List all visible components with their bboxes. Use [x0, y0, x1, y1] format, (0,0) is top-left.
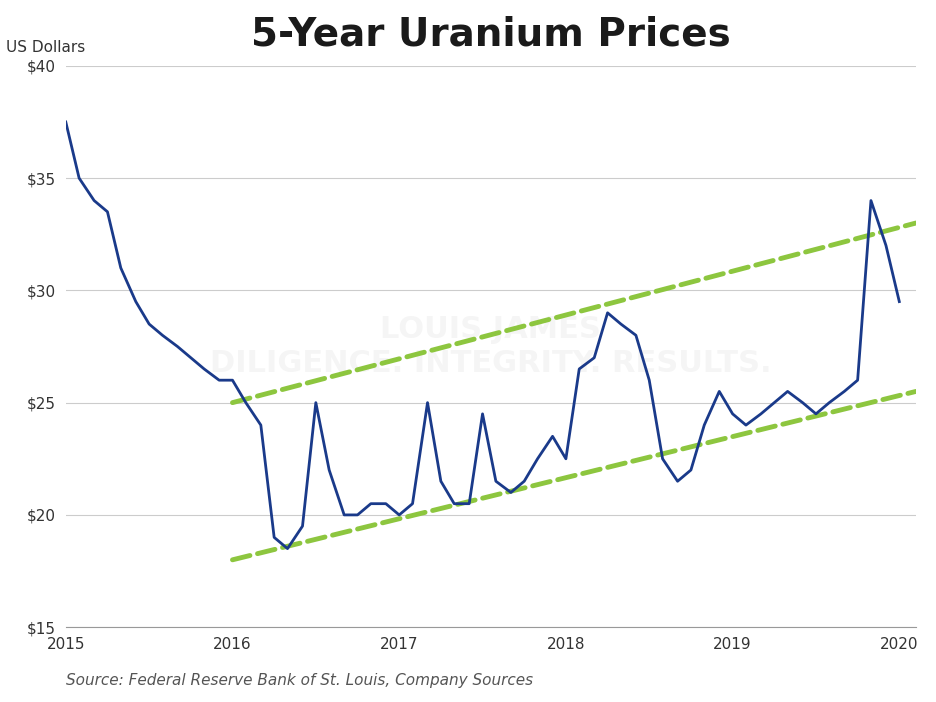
Text: US Dollars: US Dollars — [7, 39, 85, 55]
Text: Source: Federal Reserve Bank of St. Louis, Company Sources: Source: Federal Reserve Bank of St. Loui… — [66, 673, 533, 688]
Title: 5-Year Uranium Prices: 5-Year Uranium Prices — [251, 15, 731, 53]
Text: LOUIS JAMES
DILIGENCE. INTEGRITY. RESULTS.: LOUIS JAMES DILIGENCE. INTEGRITY. RESULT… — [210, 315, 771, 378]
